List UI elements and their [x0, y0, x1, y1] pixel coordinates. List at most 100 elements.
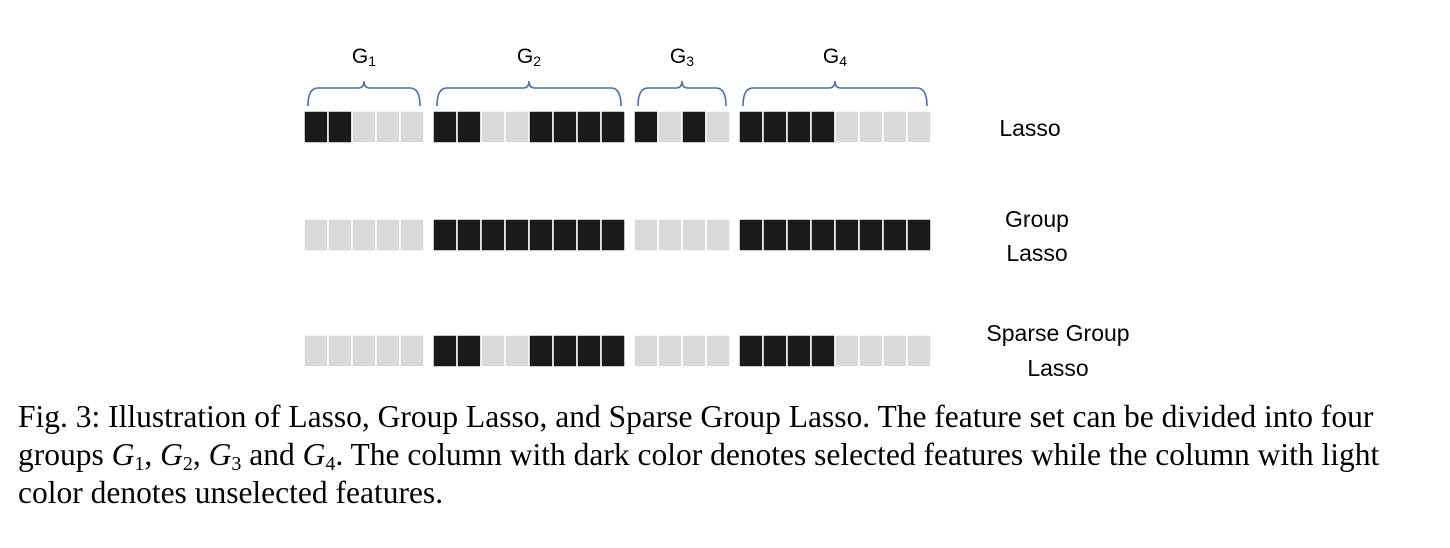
cell-row3-group4-feature6 — [858, 334, 884, 368]
cell-row2-group1-feature2 — [327, 218, 353, 252]
cell-row1-group2-feature7 — [576, 110, 602, 144]
cell-row1-group4-feature8 — [906, 110, 932, 144]
cell-row1-group3-feature4 — [705, 110, 731, 144]
row-label-2-line-1: Group — [1005, 206, 1069, 232]
caption-symbol-g3: G3 — [208, 437, 242, 475]
cell-row1-group3-feature2 — [657, 110, 683, 144]
cell-row2-group2-feature1 — [432, 218, 458, 252]
cell-row2-group1-feature5 — [399, 218, 425, 252]
cell-row1-group2-feature5 — [528, 110, 554, 144]
cell-row2-group1-feature4 — [375, 218, 401, 252]
caption-prefix: Fig. 3: Illustration of Lasso, Group Las… — [18, 399, 1374, 472]
cell-row3-group4-feature7 — [882, 334, 908, 368]
row-label-3-line-1: Sparse Group — [986, 320, 1129, 346]
cell-row3-group4-feature3 — [786, 334, 812, 368]
caption-symbol-g2: G2 — [160, 437, 193, 475]
row-labels: Lasso Group Lasso Sparse Group Lasso — [986, 115, 1129, 381]
cell-row2-group2-feature5 — [528, 218, 554, 252]
cell-row2-group3-feature1 — [633, 218, 659, 252]
cell-row1-group1-feature2 — [327, 110, 353, 144]
caption-symbol-g1: G1 — [111, 437, 145, 475]
cell-row3-group3-feature1 — [633, 334, 659, 368]
figure-caption: Fig. 3: Illustration of Lasso, Group Las… — [18, 398, 1428, 512]
caption-sep-2: , — [192, 437, 209, 472]
cell-row1-group2-feature8 — [600, 110, 626, 144]
cell-row3-group3-feature4 — [705, 334, 731, 368]
brace-group-4 — [742, 80, 928, 107]
cell-row3-group2-feature3 — [480, 334, 506, 368]
cell-row2-group4-feature3 — [786, 218, 812, 252]
cell-row2-group4-feature7 — [882, 218, 908, 252]
cell-row1-group2-feature1 — [432, 110, 458, 144]
cell-row2-group2-feature6 — [552, 218, 578, 252]
cell-row2-group1-feature1 — [303, 218, 329, 252]
row-label-3-line-2: Lasso — [1027, 355, 1088, 381]
caption-sep-3: and — [241, 437, 303, 472]
cell-row3-group2-feature5 — [528, 334, 554, 368]
cell-row1-group4-feature6 — [858, 110, 884, 144]
cell-row2-group3-feature2 — [657, 218, 683, 252]
cell-row1-group3-feature3 — [681, 110, 707, 144]
cell-row1-group1-feature3 — [351, 110, 377, 144]
caption-suffix: . The column with dark color denotes sel… — [18, 437, 1380, 510]
group-label-3: G3 — [670, 45, 694, 69]
cell-row3-group1-feature2 — [327, 334, 353, 368]
cell-row3-group2-feature8 — [600, 334, 626, 368]
cell-row2-group4-feature5 — [834, 218, 860, 252]
cell-row3-group4-feature8 — [906, 334, 932, 368]
cell-row1-group2-feature6 — [552, 110, 578, 144]
cell-row3-group1-feature1 — [303, 334, 329, 368]
cell-row2-group2-feature4 — [504, 218, 530, 252]
brace-group-3 — [637, 80, 727, 107]
cell-row3-group2-feature1 — [432, 334, 458, 368]
group-label-1: G1 — [352, 45, 376, 69]
cell-row1-group2-feature4 — [504, 110, 530, 144]
cell-row2-group2-feature3 — [480, 218, 506, 252]
cell-row2-group4-feature1 — [738, 218, 764, 252]
cell-row1-group1-feature4 — [375, 110, 401, 144]
feature-grid — [303, 110, 932, 368]
cell-row2-group4-feature4 — [810, 218, 836, 252]
caption-symbol-g4: G4 — [302, 437, 336, 475]
cell-row3-group3-feature3 — [681, 334, 707, 368]
cell-row2-group3-feature4 — [705, 218, 731, 252]
cell-row3-group4-feature2 — [762, 334, 788, 368]
brace-group-1 — [307, 80, 421, 107]
cell-row3-group2-feature4 — [504, 334, 530, 368]
cell-row1-group4-feature5 — [834, 110, 860, 144]
caption-sep-1: , — [144, 437, 161, 472]
cell-row1-group4-feature4 — [810, 110, 836, 144]
row-label-1-line-1: Lasso — [999, 115, 1060, 141]
cell-row3-group4-feature1 — [738, 334, 764, 368]
cell-row3-group4-feature5 — [834, 334, 860, 368]
cell-row2-group2-feature8 — [600, 218, 626, 252]
cell-row1-group3-feature1 — [633, 110, 659, 144]
cell-row1-group4-feature7 — [882, 110, 908, 144]
cell-row1-group1-feature1 — [303, 110, 329, 144]
group-braces: G1 G2 G3 G4 — [307, 45, 928, 107]
cell-row3-group2-feature7 — [576, 334, 602, 368]
cell-row2-group4-feature6 — [858, 218, 884, 252]
cell-row2-group3-feature3 — [681, 218, 707, 252]
cell-row3-group4-feature4 — [810, 334, 836, 368]
group-label-4: G4 — [823, 45, 847, 69]
cell-row3-group1-feature4 — [375, 334, 401, 368]
cell-row2-group1-feature3 — [351, 218, 377, 252]
cell-row1-group2-feature2 — [456, 110, 482, 144]
cell-row1-group2-feature3 — [480, 110, 506, 144]
cell-row2-group4-feature2 — [762, 218, 788, 252]
cell-row1-group4-feature3 — [786, 110, 812, 144]
cell-row3-group3-feature2 — [657, 334, 683, 368]
group-label-2: G2 — [517, 45, 541, 69]
row-label-2-line-2: Lasso — [1006, 240, 1067, 266]
cell-row3-group2-feature2 — [456, 334, 482, 368]
cell-row1-group4-feature1 — [738, 110, 764, 144]
brace-group-2 — [436, 80, 622, 107]
cell-row3-group1-feature3 — [351, 334, 377, 368]
cell-row3-group1-feature5 — [399, 334, 425, 368]
cell-row2-group2-feature7 — [576, 218, 602, 252]
cell-row1-group1-feature5 — [399, 110, 425, 144]
cell-row3-group2-feature6 — [552, 334, 578, 368]
cell-row2-group2-feature2 — [456, 218, 482, 252]
